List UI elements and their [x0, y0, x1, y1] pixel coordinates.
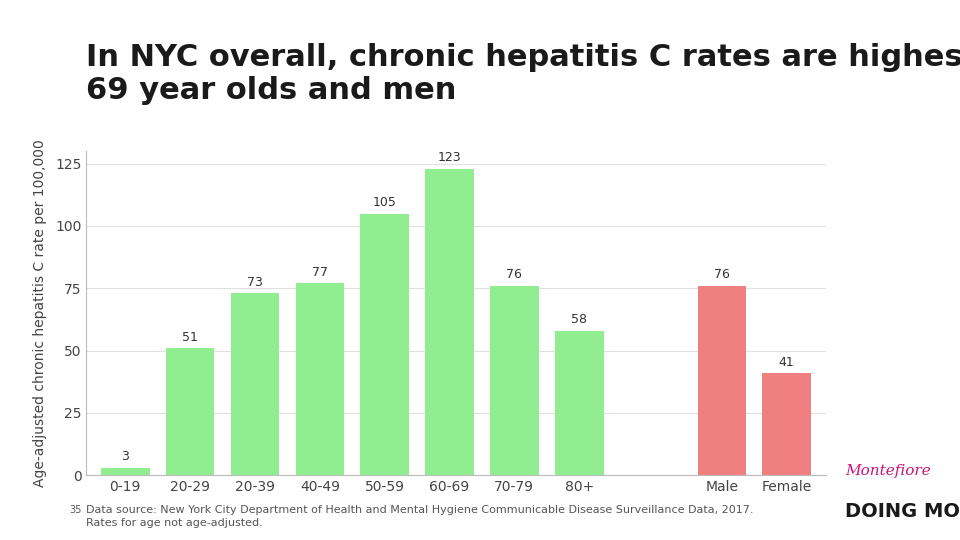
Bar [425, 168, 474, 475]
Text: 41: 41 [779, 355, 795, 368]
Text: 73: 73 [247, 276, 263, 289]
Text: 77: 77 [312, 266, 327, 279]
Text: 123: 123 [438, 151, 462, 164]
Text: DOING MORE™: DOING MORE™ [845, 502, 960, 521]
Text: In NYC overall, chronic hepatitis C rates are highest for 60-
69 year olds and m: In NYC overall, chronic hepatitis C rate… [86, 43, 960, 105]
Text: 76: 76 [714, 268, 730, 281]
Bar [296, 284, 344, 475]
Bar [101, 468, 150, 475]
Text: 58: 58 [571, 313, 588, 326]
Bar [166, 348, 214, 475]
Bar [490, 286, 539, 475]
Text: 51: 51 [182, 330, 198, 343]
Text: 35: 35 [69, 505, 82, 515]
Bar [762, 373, 811, 475]
Bar [230, 293, 279, 475]
Y-axis label: Age-adjusted chronic hepatitis C rate per 100,000: Age-adjusted chronic hepatitis C rate pe… [33, 139, 47, 487]
Text: Data source: New York City Department of Health and Mental Hygiene Communicable : Data source: New York City Department of… [86, 505, 754, 528]
Text: 105: 105 [372, 196, 396, 209]
Text: 76: 76 [507, 268, 522, 281]
Text: 3: 3 [121, 450, 130, 463]
Bar [555, 330, 604, 475]
Bar [698, 286, 746, 475]
Bar [360, 213, 409, 475]
Text: Montefiore: Montefiore [845, 464, 930, 478]
